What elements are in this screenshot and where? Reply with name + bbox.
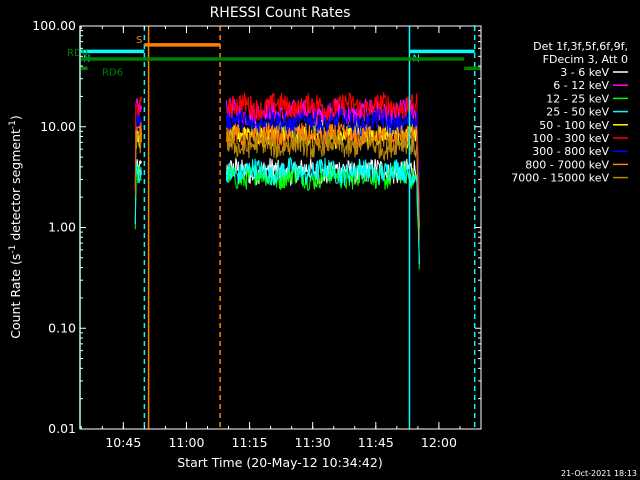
y-label-part: ) bbox=[8, 115, 23, 120]
y-tick-label: 1.00 bbox=[48, 220, 76, 235]
y-label-part: -1 bbox=[8, 120, 18, 129]
x-tick-label: 11:30 bbox=[295, 435, 331, 450]
x-tick-label: 10:45 bbox=[105, 435, 141, 450]
x-tick-label: 12:00 bbox=[421, 435, 457, 450]
y-tick-label: 10.00 bbox=[40, 119, 76, 134]
y-label-part: Count Rate (s bbox=[8, 254, 23, 339]
legend-label-8: 7000 - 15000 keV bbox=[511, 172, 609, 185]
flag-label-4: RD6 bbox=[102, 67, 123, 78]
y-tick-label: 0.10 bbox=[48, 320, 76, 335]
legend-header-line: FDecim 3, Att 0 bbox=[543, 53, 628, 66]
legend-label-5: 100 - 300 keV bbox=[532, 132, 609, 145]
y-tick-label: 100.00 bbox=[32, 18, 76, 33]
legend-label-1: 6 - 12 keV bbox=[553, 79, 609, 92]
y-tick-label: 0.01 bbox=[48, 421, 76, 436]
y-axis-label: Count Rate (s-1 detector segment-1) bbox=[8, 115, 23, 339]
y-label-part: detector segment bbox=[8, 129, 23, 245]
y-label-part: -1 bbox=[8, 245, 18, 254]
x-axis-label: Start Time (20-May-12 10:34:42) bbox=[177, 455, 382, 470]
legend-label-6: 300 - 800 keV bbox=[532, 145, 609, 158]
flag-label-3: RD0 bbox=[67, 48, 88, 59]
x-tick-label: 11:00 bbox=[168, 435, 204, 450]
legend-header-line: Det 1f,3f,5f,6f,9f, bbox=[533, 40, 628, 53]
x-tick-label: 11:45 bbox=[358, 435, 394, 450]
legend-label-7: 800 - 7000 keV bbox=[525, 158, 609, 171]
x-tick-label: 11:15 bbox=[232, 435, 268, 450]
chart-title: RHESSI Count Rates bbox=[210, 5, 351, 21]
legend-label-2: 12 - 25 keV bbox=[546, 92, 609, 105]
legend-label-4: 50 - 100 keV bbox=[539, 119, 609, 132]
generation-timestamp: 21-Oct-2021 18:13 bbox=[561, 469, 637, 478]
legend-label-3: 25 - 50 keV bbox=[546, 106, 609, 119]
flag-label-0: S bbox=[136, 35, 142, 46]
legend-label-0: 3 - 6 keV bbox=[560, 66, 609, 79]
